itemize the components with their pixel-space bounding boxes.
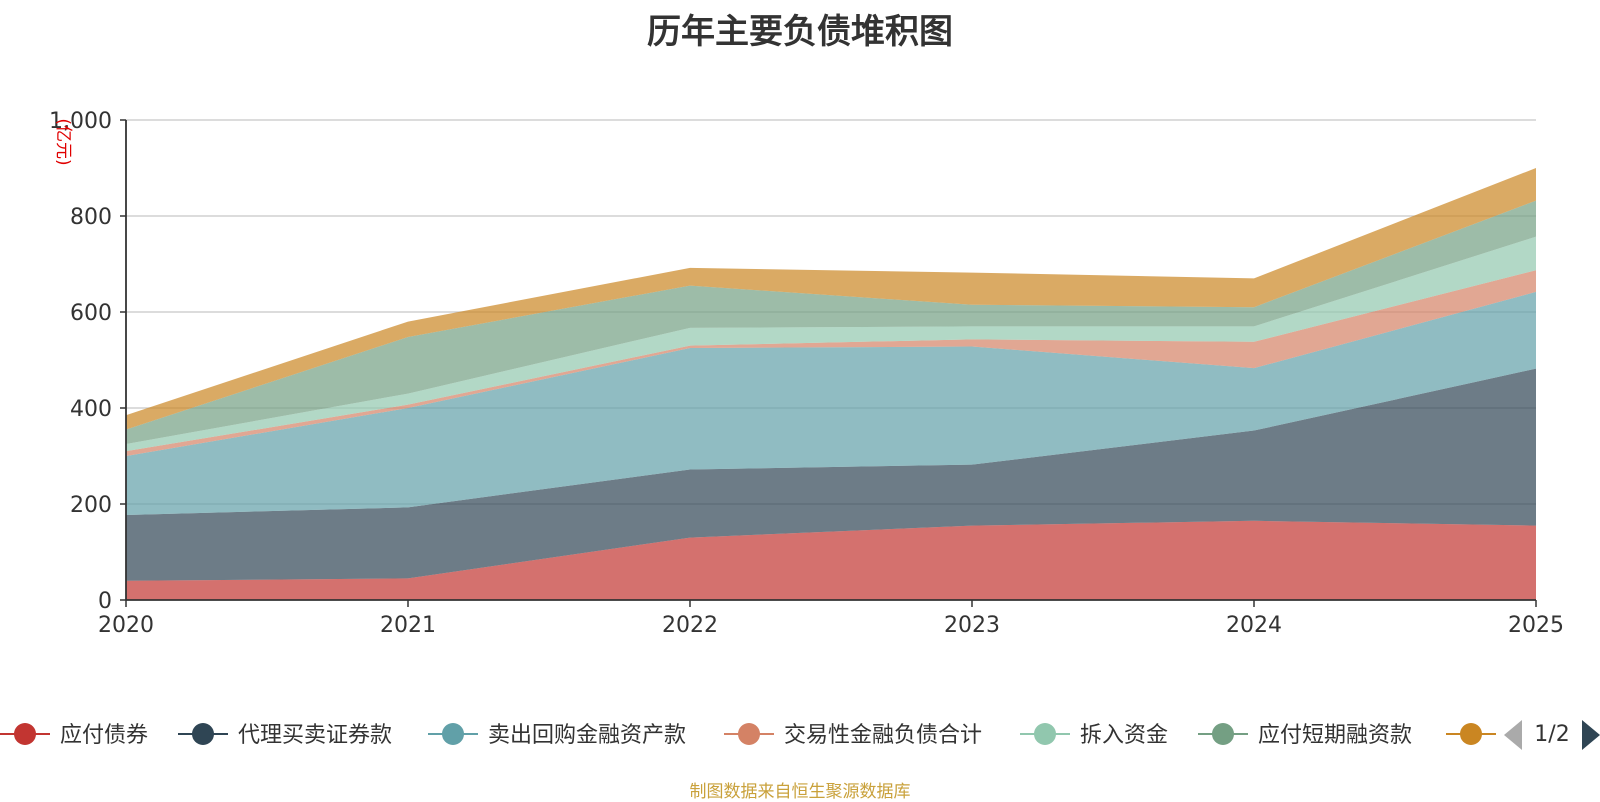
legend-item-1[interactable]: 应付债券: [0, 723, 148, 748]
legend-item-4[interactable]: 交易性金融负债合计: [724, 723, 982, 748]
y-tick-label: 800: [70, 205, 112, 230]
y-tick-label: 0: [98, 589, 112, 614]
legend-label: 应付债券: [60, 723, 148, 748]
legend-marker: [1460, 723, 1482, 745]
legend-item-3[interactable]: 卖出回购金融资产款: [428, 723, 686, 748]
x-tick-label: 2024: [1226, 613, 1282, 638]
legend[interactable]: 应付债券 代理买卖证券款 卖出回购金融资产款 交易性金融负债合计 拆入资金 应付短期融资款…: [0, 720, 1600, 750]
legend-item-6[interactable]: 应付短期融资款: [1198, 723, 1412, 748]
legend-label: 代理买卖证券款: [238, 723, 392, 748]
x-tick-label: 2021: [380, 613, 436, 638]
y-tick-label: 1,000: [49, 109, 112, 134]
legend-item-5[interactable]: 拆入资金: [1020, 723, 1168, 748]
legend-marker: [442, 723, 464, 745]
area-series-1: [126, 520, 1536, 600]
legend-label: 应付短期融资款: [1258, 723, 1412, 748]
x-tick-label: 2025: [1508, 613, 1564, 638]
area-series-7: [126, 168, 1536, 430]
y-tick-label: 400: [70, 397, 112, 422]
legend-marker: [1212, 723, 1234, 745]
y-tick-label: 600: [70, 301, 112, 326]
y-tick-label: 200: [70, 493, 112, 518]
y-axis-unit-label: (亿元): [53, 118, 73, 165]
legend-next-page-icon[interactable]: [1582, 720, 1600, 750]
area-series-2: [126, 368, 1536, 581]
legend-marker: [738, 723, 760, 745]
area-series-3: [126, 291, 1536, 516]
chart-title: 历年主要负债堆积图: [647, 12, 953, 52]
legend-item-2[interactable]: 代理买卖证券款: [178, 723, 392, 748]
area-series-layer: [126, 168, 1536, 600]
x-tick-label: 2022: [662, 613, 718, 638]
legend-marker: [14, 723, 36, 745]
x-tick-label: 2023: [944, 613, 1000, 638]
legend-page-indicator: 1/2: [1534, 722, 1569, 747]
area-series-4: [126, 270, 1536, 456]
legend-prev-page-icon[interactable]: [1504, 720, 1522, 750]
x-tick-label: 2020: [98, 613, 154, 638]
legend-label: 卖出回购金融资产款: [488, 723, 686, 748]
data-source-note: 制图数据来自恒生聚源数据库: [689, 782, 911, 802]
legend-item-7[interactable]: [1446, 723, 1496, 745]
legend-label: 拆入资金: [1080, 723, 1168, 748]
legend-marker: [192, 723, 214, 745]
legend-marker: [1034, 723, 1056, 745]
legend-label: 交易性金融负债合计: [784, 723, 982, 748]
area-series-6: [126, 200, 1536, 444]
axes: 0 200 400 600 800 1,000 2020 2021 2022 2023 2024 20…: [49, 109, 1564, 638]
